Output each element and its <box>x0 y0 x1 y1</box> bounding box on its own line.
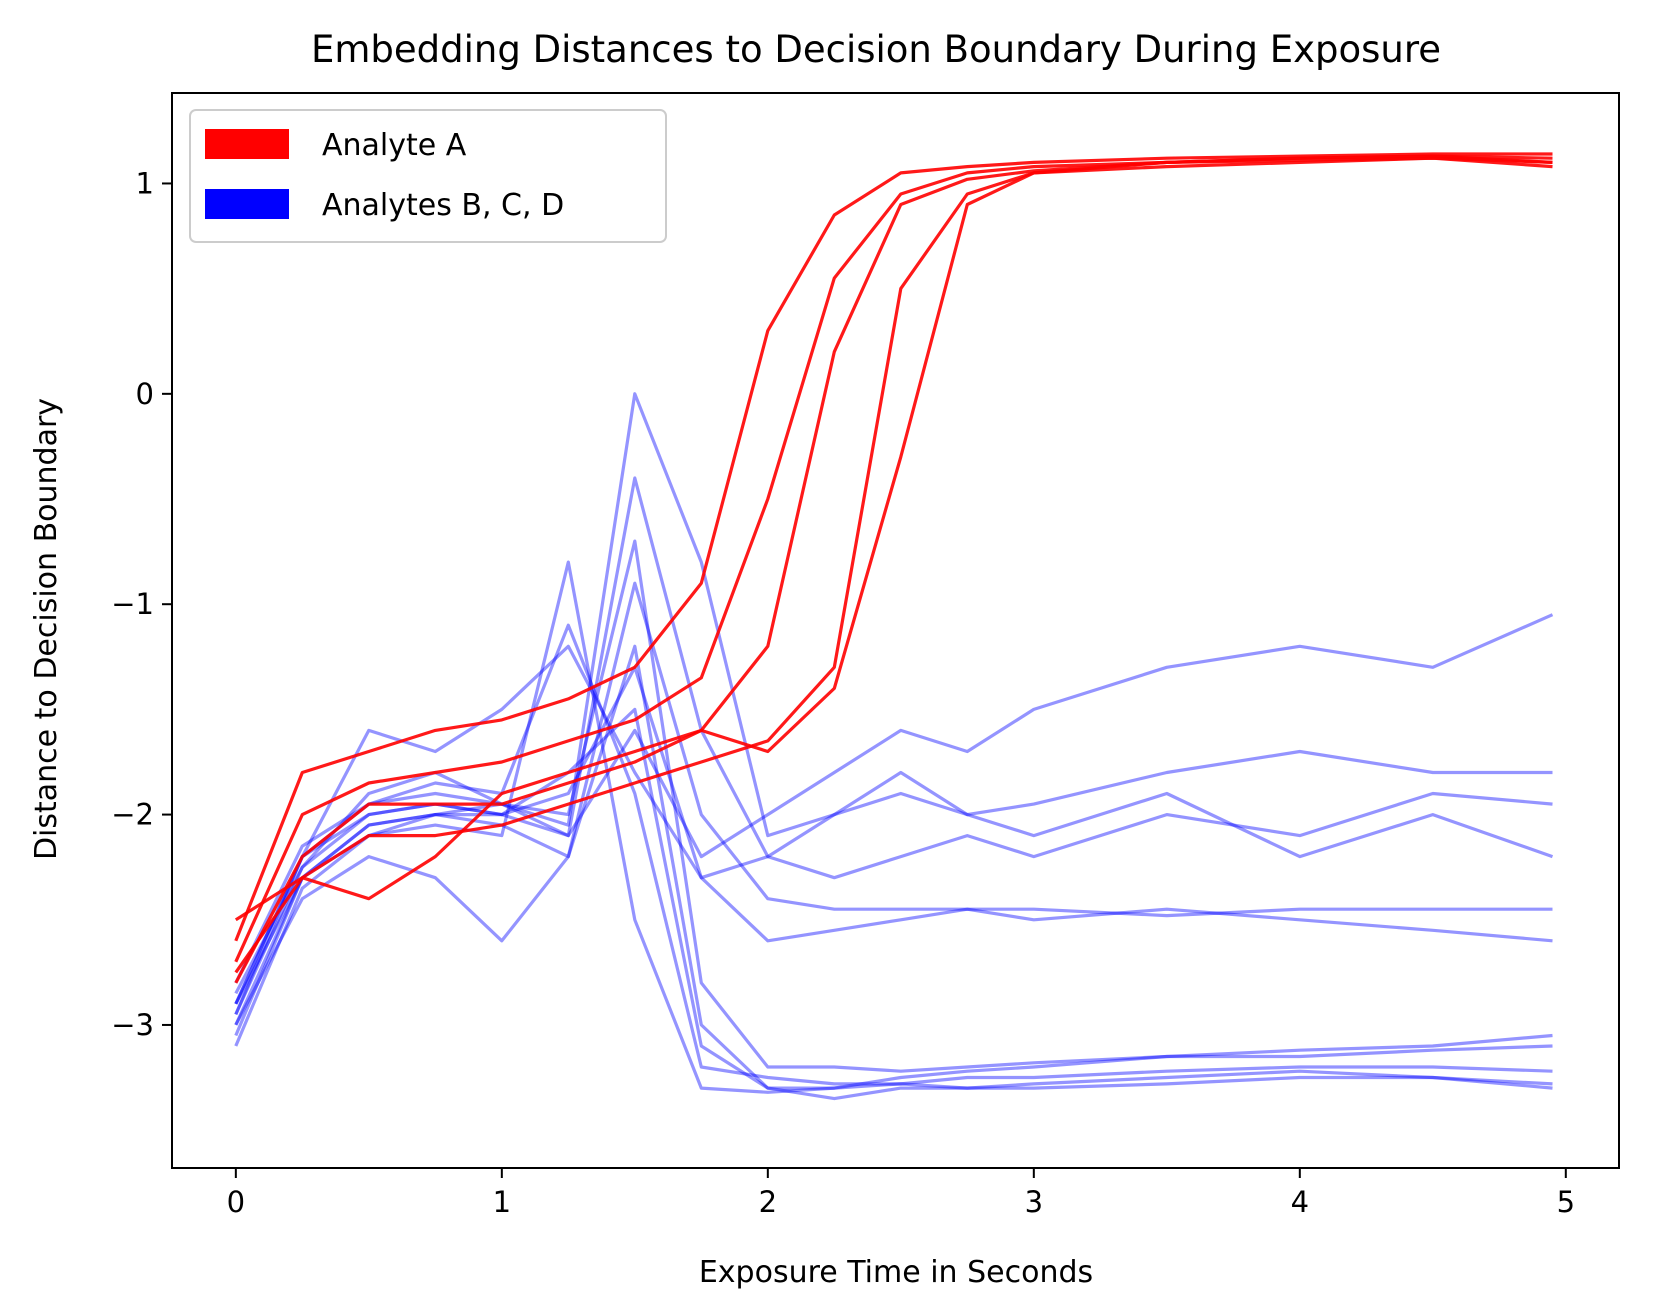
legend-swatch-analyte-a <box>205 129 289 159</box>
series-line-15 <box>234 644 1554 1005</box>
legend-swatch-analytes-bcd <box>205 189 289 219</box>
legend-box <box>189 109 667 243</box>
y-tick-label-4: 1 <box>136 166 154 200</box>
x-tick-label-4: 4 <box>1291 1185 1309 1219</box>
x-tick-label-5: 5 <box>1557 1185 1575 1219</box>
y-tick-label-2: −1 <box>111 587 154 621</box>
series-line-11 <box>234 644 1553 1101</box>
y-tick-label-1: −2 <box>111 798 154 832</box>
series-line-6 <box>234 581 1553 1026</box>
series-line-9 <box>234 539 1553 1073</box>
plot-lines <box>234 152 1554 1101</box>
legend: Analyte A Analytes B, C, D <box>189 109 667 243</box>
series-line-5 <box>234 476 1553 1005</box>
y-axis-label: Distance to Decision Boundary <box>29 398 64 860</box>
y-tick-label-0: −3 <box>111 1008 154 1042</box>
series-line-4 <box>234 154 1553 922</box>
plot-frame <box>171 92 1620 1169</box>
x-tick-label-1: 1 <box>493 1185 511 1219</box>
series-line-0 <box>234 152 1553 942</box>
x-tick-label-3: 3 <box>1025 1185 1043 1219</box>
x-tick-label-2: 2 <box>759 1185 777 1219</box>
series-line-10 <box>234 613 1554 1005</box>
x-axis: 0 1 2 3 4 5 <box>227 1168 1575 1219</box>
series-line-1 <box>234 154 1553 963</box>
series-line-7 <box>234 623 1553 1086</box>
series-line-8 <box>234 560 1553 1094</box>
chart-title: Embedding Distances to Decision Boundary… <box>311 28 1441 71</box>
y-tick-label-3: 0 <box>136 377 154 411</box>
series-line-13 <box>234 392 1553 984</box>
series-line-14 <box>234 707 1553 1090</box>
legend-label-analytes-bcd: Analytes B, C, D <box>322 188 564 223</box>
legend-label-analyte-a: Analyte A <box>322 128 467 163</box>
x-axis-label: Exposure Time in Seconds <box>699 1255 1093 1290</box>
series-line-3 <box>234 156 1553 974</box>
x-tick-label-0: 0 <box>227 1185 245 1219</box>
y-axis: −3 −2 −1 0 1 <box>111 166 172 1042</box>
series-line-12 <box>234 665 1553 1016</box>
